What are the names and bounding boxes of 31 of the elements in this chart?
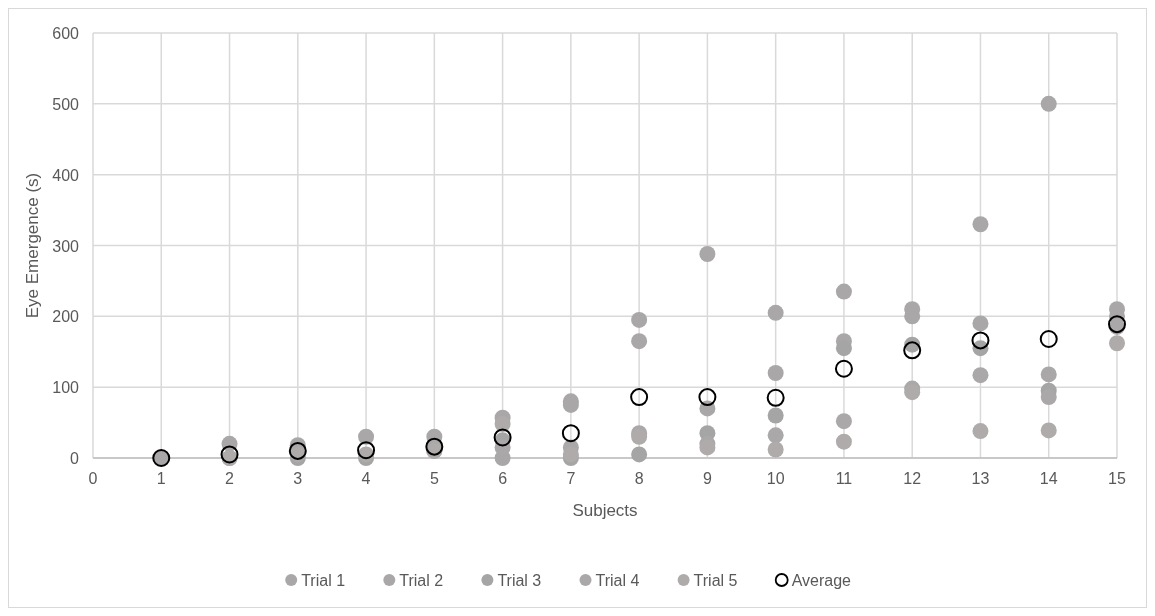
x-tick-label: 10	[766, 470, 785, 487]
x-tick-label: 13	[971, 470, 990, 487]
x-tick-label: 12	[903, 470, 922, 487]
y-tick-label: 300	[52, 237, 80, 255]
x-tick-label: 9	[702, 470, 712, 487]
x-axis-title: Subjects	[572, 501, 638, 520]
x-tick-label: 8	[634, 470, 644, 487]
x-tick-label: 6	[498, 470, 508, 487]
x-tick-label: 14	[1039, 470, 1058, 487]
y-tick-label: 600	[52, 25, 80, 42]
legend-label: Average	[791, 571, 852, 589]
x-tick-label: 5	[429, 470, 439, 487]
y-tick-label: 500	[52, 95, 80, 113]
legend-label: Trial 5	[693, 571, 738, 589]
x-tick-label: 1	[156, 470, 166, 487]
y-tick-label: 400	[52, 166, 80, 184]
x-tick-label: 3	[293, 470, 303, 487]
x-tick-label: 15	[1108, 470, 1126, 487]
y-tick-label: 200	[52, 308, 80, 326]
legend-label: Trial 4	[595, 571, 640, 589]
x-tick-label: 0	[88, 470, 98, 487]
x-tick-label: 7	[566, 470, 576, 487]
y-tick-label: 100	[52, 379, 80, 397]
x-tick-label: 4	[361, 470, 371, 487]
y-tick-label: 0	[70, 450, 80, 467]
legend-label: Trial 3	[497, 571, 542, 589]
x-tick-label: 11	[835, 470, 853, 487]
legend-label: Trial 2	[399, 571, 444, 589]
legend-label: Trial 1	[301, 571, 346, 589]
x-tick-label: 2	[225, 470, 235, 487]
y-axis-title: Eye Emergence (s)	[23, 172, 42, 319]
